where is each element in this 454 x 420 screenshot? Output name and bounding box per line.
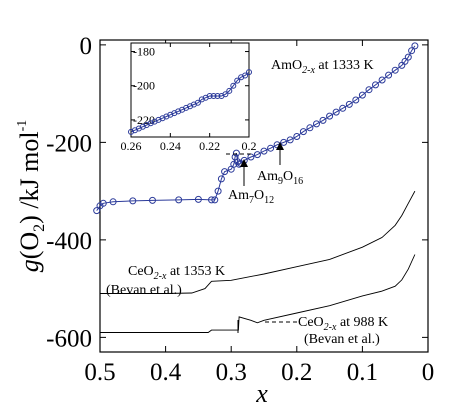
- inset-data-markers: [128, 69, 252, 135]
- x-tick-label: 0.26: [121, 139, 142, 153]
- data-point: [214, 93, 221, 99]
- data-point: [234, 77, 241, 84]
- data-point: [175, 196, 183, 204]
- series-line-0: [130, 71, 250, 133]
- inset-data-curves: [130, 71, 250, 133]
- data-point: [194, 195, 202, 203]
- data-point: [293, 133, 301, 140]
- data-point: [306, 124, 314, 132]
- x-tick-label: 0.2: [242, 139, 257, 153]
- main-axis-ticks: 0.5 0.4 0.3 0.2 0.1 0 0 -200 -400 -600: [46, 33, 434, 386]
- data-point: [232, 149, 240, 157]
- arrow-am9o16-head: [276, 142, 284, 150]
- annotation-bevan-1: (Bevan et al.): [106, 283, 182, 298]
- data-point: [313, 120, 320, 128]
- arrow-am7o12-head: [240, 159, 248, 167]
- data-point: [230, 82, 237, 89]
- data-point: [286, 136, 294, 144]
- data-point: [210, 93, 217, 99]
- data-point: [401, 57, 409, 65]
- inset-background: [131, 43, 249, 137]
- data-point: [299, 128, 307, 136]
- data-point: [378, 76, 386, 84]
- annotation-amo2x: AmO2-x at 1333 K: [271, 58, 374, 76]
- x-tick-label: 0.1: [347, 359, 378, 386]
- data-point: [260, 147, 268, 155]
- data-point: [206, 93, 213, 99]
- data-point: [339, 104, 347, 112]
- annotation-ceo2x-1353: CeO2-x at 1353 K: [128, 264, 225, 282]
- data-point: [326, 112, 334, 120]
- y-tick-label: -200: [46, 130, 92, 157]
- x-tick-label: 0.4: [150, 359, 182, 386]
- data-point: [345, 100, 353, 108]
- data-point: [222, 91, 229, 98]
- data-point: [226, 87, 233, 94]
- annotation-bevan-2: (Bevan et al.): [304, 332, 380, 347]
- data-point: [194, 99, 201, 106]
- data-point: [391, 66, 399, 74]
- y-tick-label: -180: [133, 45, 155, 59]
- x-tick-label: 0.5: [84, 359, 115, 386]
- data-point: [93, 207, 101, 215]
- main-data-markers: [93, 42, 419, 215]
- data-point: [267, 144, 275, 152]
- data-point: [109, 198, 117, 206]
- data-point: [208, 196, 215, 204]
- data-point: [408, 47, 416, 55]
- data-point: [246, 69, 252, 76]
- y-axis-title: g(O2) /kJ mol-1: [15, 120, 48, 273]
- inset-plot-frame: [130, 42, 250, 138]
- x-axis-title: x: [255, 379, 268, 408]
- x-tick-label: 0: [422, 359, 435, 386]
- x-tick-label: 0.3: [216, 359, 247, 386]
- data-point: [217, 175, 225, 183]
- data-point: [99, 199, 107, 207]
- y-tick-label: 0: [80, 33, 93, 60]
- data-point: [411, 42, 419, 50]
- data-point: [242, 72, 249, 79]
- data-point: [129, 197, 137, 205]
- data-point: [214, 187, 222, 195]
- x-tick-label: 0.2: [281, 359, 312, 386]
- data-point: [319, 116, 327, 124]
- annotation-ceo2x-988: CeO2-x at 988 K: [298, 315, 388, 333]
- x-tick-label: 0.22: [199, 139, 220, 153]
- data-point: [211, 196, 219, 204]
- y-tick-label: -200: [133, 79, 155, 93]
- series-line-1: [100, 190, 416, 294]
- annotation-am7o12: Am7O12: [228, 188, 274, 206]
- data-point: [280, 138, 288, 146]
- data-point: [253, 151, 261, 159]
- y-tick-label: -600: [46, 325, 92, 352]
- data-point: [365, 86, 373, 94]
- series-line-2: [100, 254, 416, 333]
- data-point: [372, 81, 379, 89]
- annotation-am9o16: Am9O16: [257, 169, 303, 187]
- data-point: [352, 96, 360, 104]
- data-point: [221, 168, 229, 176]
- x-tick-label: 0.24: [160, 139, 181, 153]
- data-point: [404, 53, 412, 61]
- data-point: [385, 71, 393, 79]
- data-point: [332, 108, 340, 116]
- data-point: [149, 196, 156, 204]
- data-point: [358, 91, 366, 99]
- main-plot-frame: [99, 39, 429, 353]
- y-tick-label: -400: [46, 228, 92, 255]
